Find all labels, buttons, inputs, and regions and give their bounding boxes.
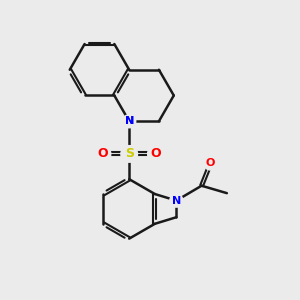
Circle shape bbox=[123, 115, 136, 128]
Text: N: N bbox=[172, 196, 181, 206]
Circle shape bbox=[204, 157, 217, 170]
Text: S: S bbox=[125, 147, 134, 161]
Text: N: N bbox=[124, 116, 134, 126]
Circle shape bbox=[148, 146, 164, 162]
Text: N: N bbox=[124, 116, 134, 126]
Text: O: O bbox=[97, 147, 108, 161]
Circle shape bbox=[170, 194, 183, 207]
Circle shape bbox=[94, 146, 111, 162]
Text: O: O bbox=[206, 158, 215, 168]
Circle shape bbox=[121, 146, 137, 162]
Text: O: O bbox=[151, 147, 161, 161]
